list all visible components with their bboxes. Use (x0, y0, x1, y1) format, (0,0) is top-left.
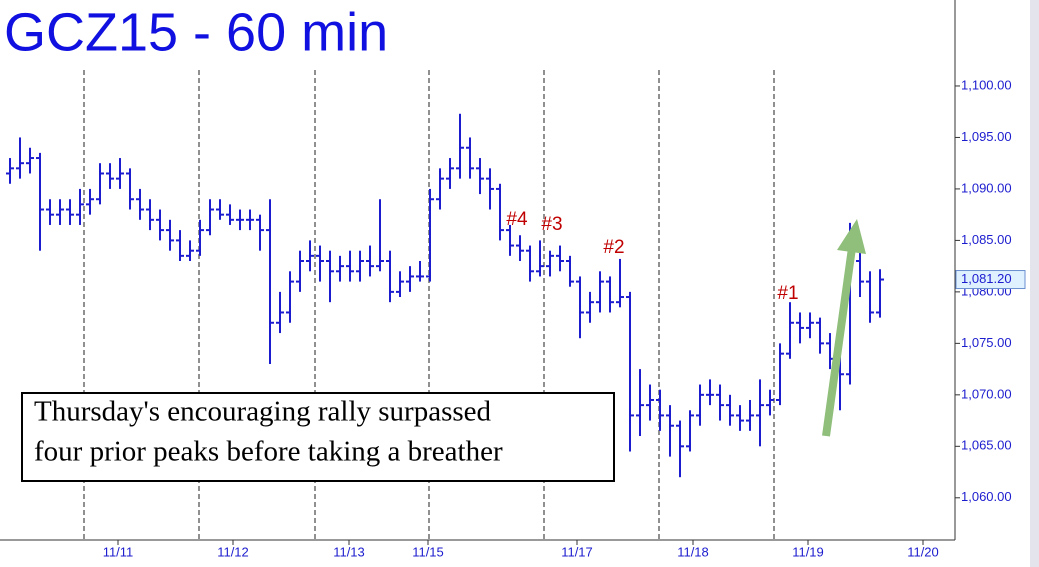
y-tick-label: 1,075.00 (961, 335, 1012, 350)
callout-box (21, 392, 615, 482)
arrow-head (837, 219, 866, 254)
callout-line: Thursday's encouraging rally surpassed (34, 396, 492, 428)
arrow-shaft (822, 247, 856, 437)
annotation: #2 (603, 237, 624, 258)
x-tick-label: 11/13 (333, 544, 365, 559)
chart-title: GCZ15 - 60 min (4, 2, 388, 62)
y-tick-label: 1,060.00 (961, 489, 1012, 504)
last-price-label: 1,081.20 (961, 271, 1012, 286)
last-price-tag (955, 270, 1026, 290)
arrow (822, 219, 866, 437)
callout-line: four prior peaks before taking a breathe… (34, 436, 503, 468)
y-tick-label: 1,090.00 (961, 180, 1012, 195)
y-tick-label: 1,070.00 (961, 386, 1012, 401)
x-tick-label: 11/17 (561, 544, 593, 559)
y-tick-label: 1,065.00 (961, 438, 1012, 453)
y-tick-label: 1,085.00 (961, 232, 1012, 247)
annotation: #1 (777, 283, 798, 304)
y-tick-label: 1,100.00 (961, 77, 1012, 92)
annotation: #3 (541, 214, 562, 235)
x-tick-label: 11/19 (792, 544, 824, 559)
y-tick-label: 1,095.00 (961, 129, 1012, 144)
scroll-strip (1030, 0, 1039, 567)
x-tick-label: 11/15 (412, 544, 444, 559)
x-tick-label: 11/20 (907, 544, 939, 559)
x-tick-label: 11/12 (217, 544, 249, 559)
x-tick-label: 11/18 (677, 544, 709, 559)
x-tick-label: 11/11 (103, 544, 134, 559)
annotation: #4 (506, 209, 528, 230)
